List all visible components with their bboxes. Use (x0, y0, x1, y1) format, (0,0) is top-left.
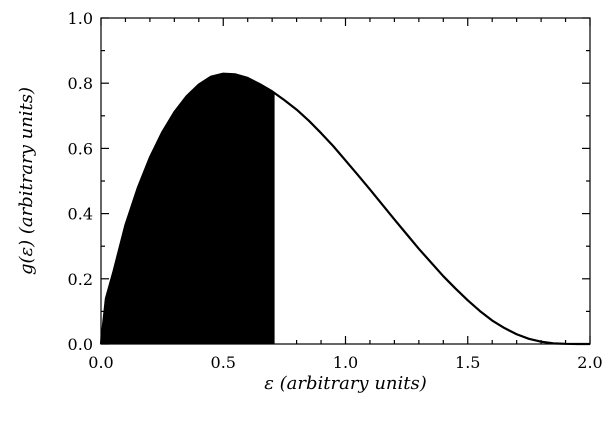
x-tick-label: 0.0 (88, 353, 113, 372)
curve-layer (99, 72, 591, 346)
tick-label-layer: 0.0 0.5 1.0 1.5 2.0 0.0 0.2 0.4 0.6 0.8 1.0 (68, 9, 603, 372)
y-tick-label: 0.4 (68, 205, 93, 224)
x-tick-label: 1.0 (333, 353, 358, 372)
x-axis-label: ε (arbitrary units) (264, 373, 427, 394)
y-tick-label: 0.6 (68, 139, 93, 158)
series-line (99, 72, 591, 346)
shaded-area-layer (101, 73, 275, 344)
y-tick-label: 0.0 (68, 335, 93, 354)
x-tick-label: 2.0 (577, 353, 602, 372)
y-tick-label: 0.2 (68, 270, 93, 289)
shaded-area (101, 73, 275, 344)
y-tick-label: 0.8 (68, 74, 93, 93)
y-axis-label: g(ε) (arbitrary units) (16, 87, 37, 275)
y-tick-label: 1.0 (68, 9, 93, 28)
x-tick-label: 0.5 (211, 353, 236, 372)
x-tick-label: 1.5 (455, 353, 480, 372)
tick-layer (100, 17, 591, 345)
